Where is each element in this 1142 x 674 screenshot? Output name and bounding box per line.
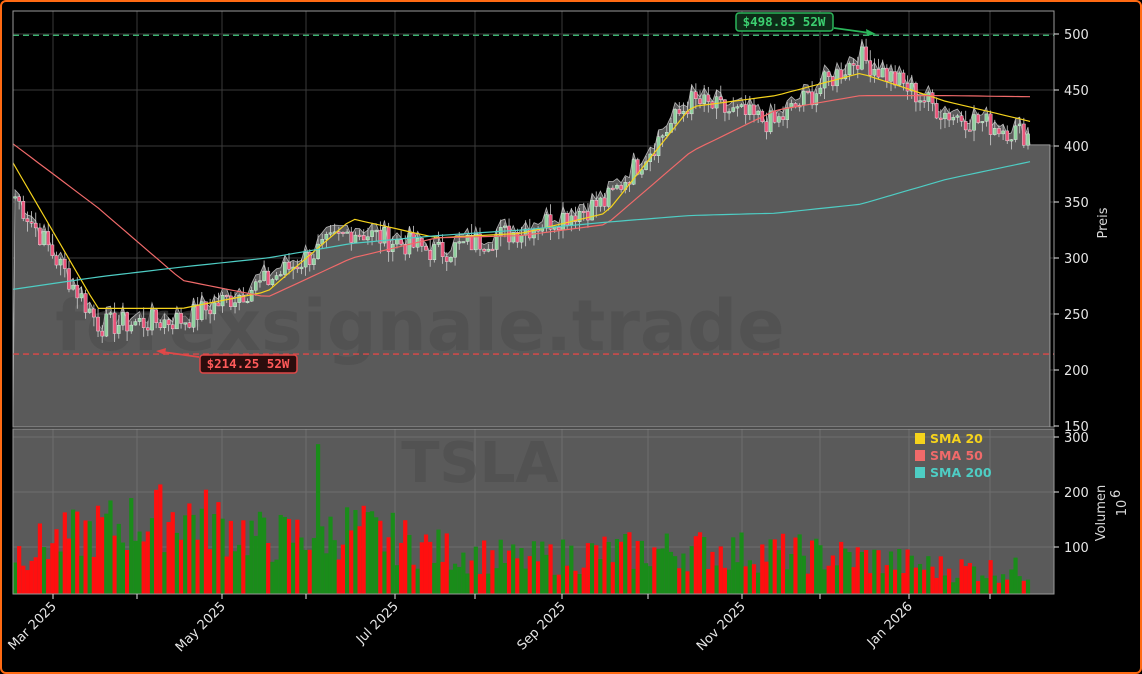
high-annotation-label: $498.83 52W — [743, 14, 826, 29]
svg-text:300: 300 — [1064, 252, 1089, 267]
legend: SMA 20 SMA 50 SMA 200 — [915, 431, 992, 480]
svg-text:6: 6 — [1109, 490, 1124, 498]
volume-axis-label: Volumen — [1094, 485, 1109, 542]
svg-text:May 2025: May 2025 — [173, 599, 229, 655]
svg-text:450: 450 — [1064, 84, 1089, 99]
price-axis-label: Preis — [1096, 207, 1111, 238]
svg-text:350: 350 — [1064, 196, 1089, 211]
moving-averages — [12, 72, 1031, 309]
svg-text:400: 400 — [1064, 140, 1089, 155]
svg-text:Nov 2025: Nov 2025 — [694, 599, 749, 654]
svg-text:300: 300 — [1064, 431, 1089, 446]
svg-text:150: 150 — [1064, 420, 1089, 435]
svg-text:100: 100 — [1064, 541, 1089, 556]
low-annotation-label: $214.25 52W — [207, 356, 290, 371]
legend-swatch-sma20 — [915, 433, 925, 444]
svg-text:Jul 2025: Jul 2025 — [353, 599, 402, 648]
legend-swatch-sma50 — [915, 450, 925, 461]
high-annotation: $498.83 52W — [735, 12, 876, 36]
legend-label-sma20: SMA 20 — [930, 431, 983, 446]
price-panel-border — [12, 10, 1055, 428]
svg-text:Jan 2026: Jan 2026 — [864, 599, 916, 651]
52w-reference-lines — [13, 34, 1054, 355]
legend-label-sma200: SMA 200 — [930, 465, 992, 480]
volume-axis: 100 200 300 — [1054, 431, 1089, 556]
volume-panel-border — [12, 428, 1055, 595]
volume-bars — [12, 444, 1031, 594]
volume-multiplier: 10 6 — [1109, 490, 1130, 517]
svg-text:500: 500 — [1064, 28, 1089, 43]
svg-text:Mar 2025: Mar 2025 — [6, 599, 60, 653]
x-axis: Mar 2025 May 2025 Jul 2025 Sep 2025 Nov 2025… — [6, 594, 991, 655]
svg-text:200: 200 — [1064, 486, 1089, 501]
low-annotation: $214.25 52W — [156, 348, 298, 374]
svg-text:Sep 2025: Sep 2025 — [515, 599, 569, 653]
price-axis: 150 200 250 300 350 400 450 500 — [1054, 28, 1089, 435]
svg-text:10: 10 — [1115, 500, 1130, 517]
ticker-watermark: TSLA — [401, 431, 559, 496]
legend-swatch-sma200 — [915, 467, 925, 478]
svg-text:250: 250 — [1064, 308, 1089, 323]
legend-label-sma50: SMA 50 — [930, 448, 983, 463]
svg-text:200: 200 — [1064, 364, 1089, 379]
